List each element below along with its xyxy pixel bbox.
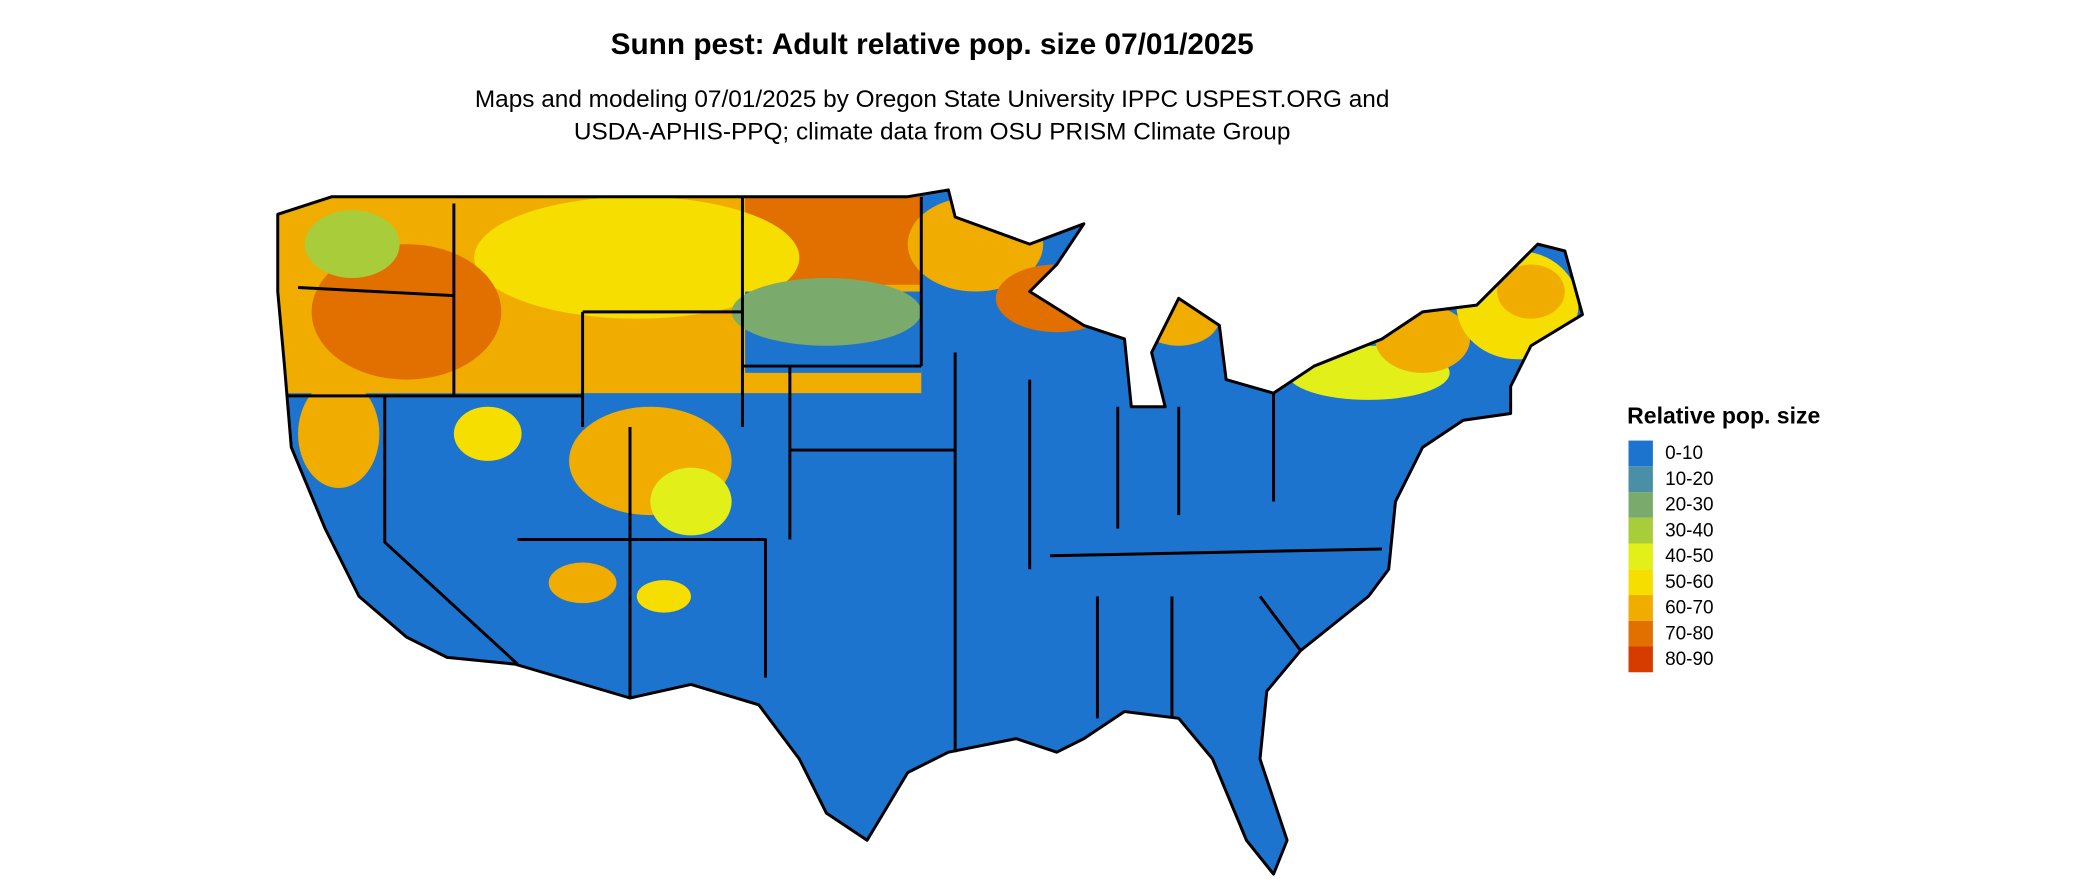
legend-label: 0-10 [1665, 443, 1703, 464]
hotspot [636, 580, 691, 613]
legend-label: 40-50 [1665, 546, 1713, 567]
legend-label: 30-40 [1665, 520, 1713, 541]
legend-label: 60-70 [1665, 598, 1713, 619]
map-title: Sunn pest: Adult relative pop. size 07/0… [611, 28, 1254, 61]
subtitle-line: USDA-APHIS-PPQ; climate data from OSU PR… [574, 118, 1291, 145]
legend-label: 20-30 [1665, 495, 1713, 516]
hotspot [650, 467, 732, 536]
legend: Relative pop. size 0-10 10-20 20-30 30-40 40… [1627, 403, 1820, 673]
legend-swatch [1628, 466, 1653, 493]
hotspot [298, 379, 380, 488]
subtitle-line: Maps and modeling 07/01/2025 by Oregon S… [475, 86, 1390, 113]
legend-swatch [1628, 620, 1653, 647]
hotspot [1375, 305, 1470, 373]
legend-title: Relative pop. size [1627, 403, 1820, 429]
legend-swatch [1628, 569, 1653, 596]
hotspot [731, 278, 922, 346]
legend-swatch [1628, 595, 1653, 621]
legend-swatch [1628, 646, 1653, 673]
legend-label: 50-60 [1665, 572, 1713, 593]
legend-swatch [1628, 517, 1653, 544]
hotspot [453, 406, 522, 461]
hotspot [304, 210, 400, 278]
legend-label: 70-80 [1665, 623, 1713, 644]
hotspot [548, 562, 617, 604]
legend-label: 80-90 [1665, 649, 1713, 670]
hotspot [1497, 264, 1565, 319]
state-border [287, 196, 1382, 753]
legend-swatch [1628, 440, 1653, 467]
legend-swatch [1628, 543, 1653, 570]
hotspot [995, 264, 1118, 333]
hotspot [474, 196, 800, 319]
legend-swatch [1628, 492, 1653, 518]
us-map [276, 188, 1584, 876]
legend-label: 10-20 [1665, 469, 1713, 490]
